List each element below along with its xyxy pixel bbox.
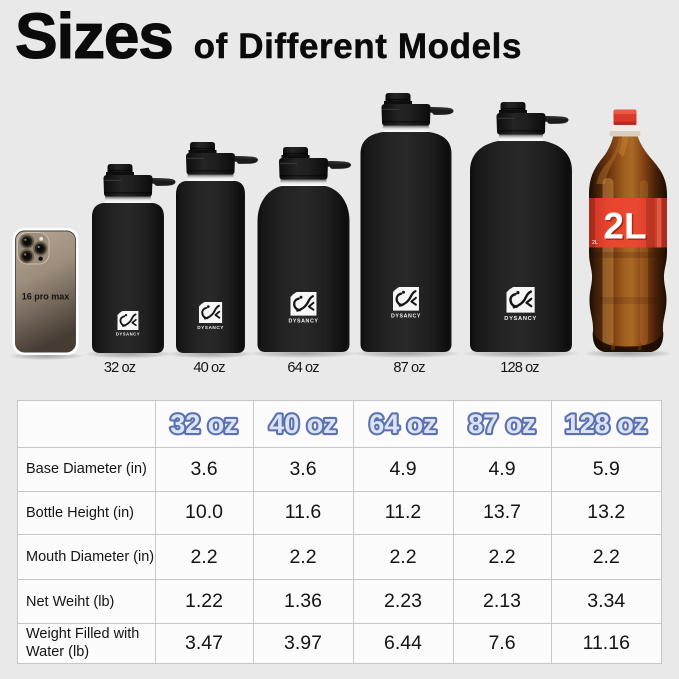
svg-text:40 oz: 40 oz bbox=[269, 409, 337, 439]
svg-text:87 oz: 87 oz bbox=[468, 409, 536, 439]
svg-text:32 oz: 32 oz bbox=[170, 409, 238, 439]
svg-text:2L: 2L bbox=[603, 206, 646, 247]
svg-text:64 oz: 64 oz bbox=[369, 409, 437, 439]
svg-text:128 oz: 128 oz bbox=[565, 409, 648, 439]
svg-text:2L: 2L bbox=[605, 207, 648, 248]
svg-text:2L: 2L bbox=[592, 240, 598, 246]
svg-text:16 pro max: 16 pro max bbox=[22, 292, 70, 302]
